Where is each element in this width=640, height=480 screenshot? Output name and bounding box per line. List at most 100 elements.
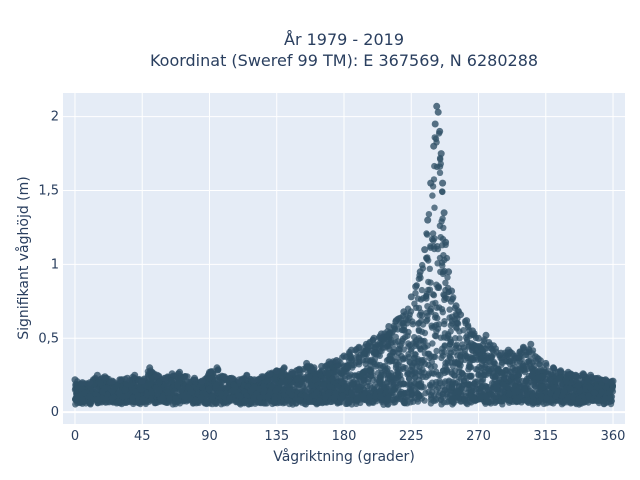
data-point: [366, 366, 373, 374]
data-point: [455, 374, 463, 381]
data-point: [146, 364, 154, 372]
data-point: [281, 370, 288, 377]
data-point: [424, 254, 431, 261]
data-point: [376, 388, 383, 395]
data-point: [534, 355, 542, 363]
data-point: [512, 352, 520, 360]
data-point: [401, 399, 408, 407]
data-point: [318, 362, 326, 370]
data-point: [512, 397, 519, 405]
data-point: [437, 150, 445, 158]
data-point: [180, 392, 187, 400]
data-point: [421, 246, 429, 254]
data-point: [123, 374, 131, 382]
data-point: [334, 363, 341, 370]
data-point: [312, 375, 319, 383]
data-point: [362, 340, 370, 348]
data-point: [560, 388, 568, 395]
data-point: [366, 394, 373, 401]
data-point: [549, 364, 557, 372]
data-point: [378, 347, 385, 355]
data-point: [432, 395, 440, 403]
data-point: [168, 370, 176, 378]
data-point: [377, 330, 385, 338]
data-point: [137, 386, 144, 393]
data-point: [87, 401, 94, 408]
data-point: [452, 345, 459, 352]
data-point: [542, 359, 550, 367]
data-point: [446, 306, 453, 313]
data-point: [368, 385, 376, 392]
data-point: [503, 366, 510, 374]
data-point: [325, 358, 333, 366]
data-point: [452, 302, 460, 310]
data-point: [432, 379, 440, 386]
data-point: [284, 397, 291, 404]
y-tick-label: 2: [51, 110, 59, 125]
data-point: [482, 393, 489, 400]
data-point: [119, 393, 126, 401]
data-point: [465, 366, 472, 373]
data-point: [108, 395, 116, 402]
data-point: [429, 230, 437, 237]
data-point: [256, 394, 264, 401]
data-point: [371, 355, 379, 363]
data-point: [609, 377, 617, 385]
data-point: [598, 388, 605, 396]
x-tick-label: 0: [71, 429, 79, 444]
data-point: [428, 322, 435, 329]
data-point: [161, 374, 169, 382]
data-point: [280, 364, 288, 372]
data-point: [440, 367, 447, 374]
data-point: [436, 127, 444, 135]
data-point: [409, 362, 416, 369]
data-point: [324, 369, 331, 377]
data-point: [416, 372, 424, 379]
data-point: [527, 387, 534, 395]
data-point: [414, 295, 422, 302]
data-point: [416, 268, 424, 276]
data-point: [263, 400, 271, 407]
data-point: [78, 379, 86, 387]
data-point: [463, 336, 471, 343]
data-point: [441, 318, 448, 325]
data-point: [220, 373, 228, 381]
data-point: [308, 381, 315, 389]
data-point: [433, 347, 440, 355]
data-point: [490, 358, 498, 366]
data-point: [235, 376, 243, 384]
data-point: [235, 392, 242, 399]
data-point: [456, 368, 463, 376]
data-point: [384, 395, 391, 402]
data-point: [166, 395, 173, 402]
y-axis-title: Signifikant våghöjd (m): [15, 176, 32, 339]
data-point: [484, 386, 492, 393]
data-point: [392, 317, 400, 325]
data-point: [438, 354, 445, 362]
data-point: [478, 361, 486, 368]
data-point: [569, 398, 576, 406]
data-point: [241, 398, 249, 405]
data-point: [438, 188, 446, 195]
data-point: [310, 364, 318, 372]
data-point: [427, 179, 435, 187]
data-point: [93, 371, 101, 379]
data-point: [115, 398, 122, 405]
data-point: [477, 378, 484, 386]
data-point: [369, 398, 376, 406]
data-point: [408, 389, 416, 396]
data-point: [153, 371, 161, 379]
x-tick-label: 135: [264, 429, 289, 444]
data-point: [441, 386, 449, 393]
data-point: [378, 371, 385, 378]
data-point: [448, 359, 455, 366]
data-point: [485, 367, 493, 375]
data-point: [434, 108, 442, 116]
data-point: [406, 381, 413, 388]
data-point: [482, 331, 490, 339]
data-point: [340, 352, 348, 360]
data-point: [417, 274, 424, 281]
y-tick-label: 1,5: [38, 184, 59, 199]
data-point: [467, 386, 475, 393]
